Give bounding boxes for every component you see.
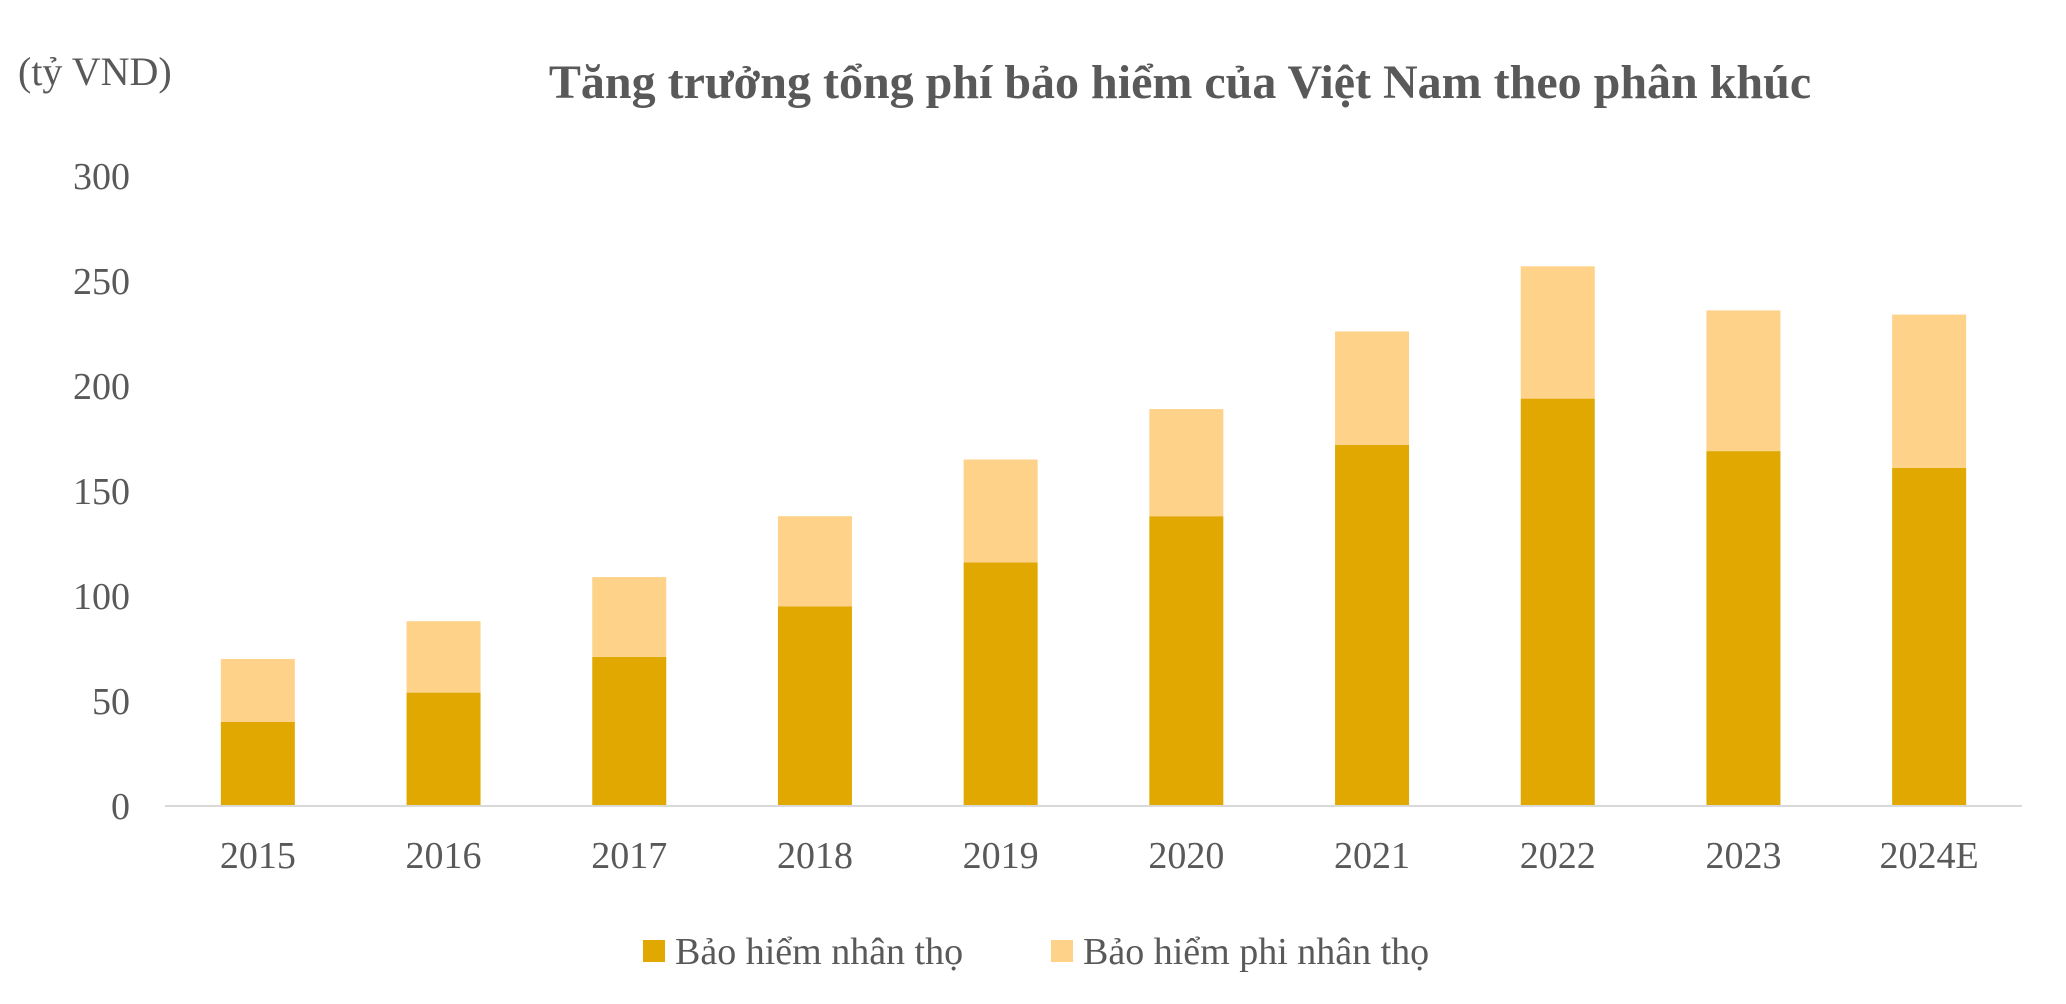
x-tick-label: 2021 xyxy=(1334,835,1410,877)
bar-non-life-insurance xyxy=(777,516,852,607)
y-tick-label: 300 xyxy=(73,156,130,198)
legend-label: Bảo hiểm phi nhân thọ xyxy=(1083,931,1429,973)
bar-non-life-insurance xyxy=(963,459,1038,563)
legend-swatch xyxy=(1051,940,1073,962)
y-tick-label: 50 xyxy=(92,681,130,723)
bar-non-life-insurance xyxy=(1335,331,1410,445)
x-tick-label: 2019 xyxy=(963,835,1039,877)
bar-non-life-insurance xyxy=(1892,314,1967,468)
bar-life-insurance xyxy=(1706,451,1781,806)
x-tick-label: 2018 xyxy=(777,835,853,877)
bar-non-life-insurance xyxy=(1149,409,1224,517)
bar-life-insurance xyxy=(963,562,1038,806)
x-axis-ticks: 2015 2016 2017 2018 2019 2020 2021 2022 2023 2024… xyxy=(220,835,1979,877)
x-tick-label: 2015 xyxy=(220,835,296,877)
legend: Bảo hiểm nhân thọ Bảo hiểm phi nhân thọ xyxy=(643,931,1429,973)
bar-non-life-insurance xyxy=(1520,266,1595,399)
bar-life-insurance xyxy=(406,692,481,806)
y-axis-unit-label: (tỷ VND) xyxy=(18,49,172,94)
bar-life-insurance xyxy=(1335,444,1410,806)
bar-non-life-insurance xyxy=(1706,310,1781,452)
x-tick-label: 2022 xyxy=(1520,835,1596,877)
y-tick-label: 200 xyxy=(73,366,130,408)
bar-non-life-insurance xyxy=(592,577,667,657)
bar-life-insurance xyxy=(1892,467,1967,806)
x-tick-label: 2017 xyxy=(591,835,667,877)
y-tick-label: 100 xyxy=(73,576,130,618)
bar-life-insurance xyxy=(1520,398,1595,806)
y-tick-label: 150 xyxy=(73,471,130,513)
bar-life-insurance xyxy=(592,656,667,806)
y-tick-label: 0 xyxy=(111,786,130,828)
x-tick-label: 2023 xyxy=(1705,835,1781,877)
bar-non-life-insurance xyxy=(220,659,295,722)
y-tick-label: 250 xyxy=(73,261,130,303)
bars xyxy=(220,266,1967,806)
y-axis-ticks: 0 50 100 150 200 250 300 xyxy=(73,156,130,828)
bar-non-life-insurance xyxy=(406,621,481,693)
bar-life-insurance xyxy=(1149,516,1224,806)
x-tick-label: 2024E xyxy=(1880,835,1979,877)
bar-life-insurance xyxy=(220,722,295,806)
x-tick-label: 2016 xyxy=(406,835,482,877)
legend-swatch xyxy=(643,940,665,962)
bar-life-insurance xyxy=(777,606,852,806)
x-tick-label: 2020 xyxy=(1148,835,1224,877)
chart-title: Tăng trưởng tổng phí bảo hiểm của Việt N… xyxy=(549,56,1811,109)
legend-label: Bảo hiểm nhân thọ xyxy=(675,931,963,973)
